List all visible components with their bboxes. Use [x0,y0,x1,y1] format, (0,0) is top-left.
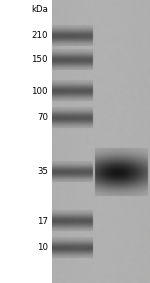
Text: 10: 10 [37,243,48,252]
Text: 150: 150 [32,55,48,65]
Text: kDa: kDa [31,5,48,14]
Text: 35: 35 [37,168,48,177]
Text: 210: 210 [32,31,48,40]
Text: 17: 17 [37,216,48,226]
Text: 100: 100 [32,87,48,95]
Text: 70: 70 [37,113,48,123]
